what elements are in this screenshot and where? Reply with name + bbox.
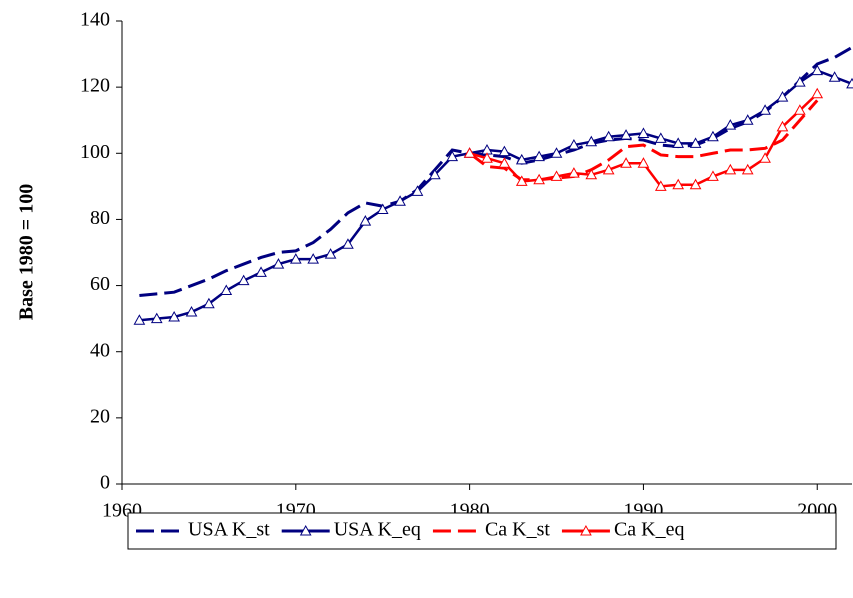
point-marker (446, 150, 459, 162)
point-marker (203, 297, 215, 309)
point-marker (811, 87, 824, 99)
point-marker (376, 203, 389, 215)
point-marker (150, 312, 163, 324)
point-marker (533, 150, 545, 162)
point-marker (724, 119, 737, 130)
point-marker (811, 64, 824, 76)
y-tick-label: 40 (90, 339, 110, 361)
point-marker (220, 284, 233, 296)
point-marker (741, 163, 754, 175)
point-marker (794, 76, 806, 87)
point-marker (568, 138, 580, 150)
point-marker (324, 248, 337, 259)
point-marker (620, 157, 632, 168)
point-marker (272, 258, 285, 269)
point-marker (776, 91, 789, 102)
point-marker (707, 170, 719, 181)
point-marker (185, 305, 198, 317)
point-marker (429, 168, 441, 180)
point-marker (463, 147, 476, 158)
y-tick-label: 60 (90, 273, 110, 295)
point-marker (515, 153, 528, 165)
point-marker (602, 130, 615, 142)
point-marker (637, 157, 650, 168)
point-marker (759, 104, 771, 115)
point-marker (411, 185, 424, 196)
point-marker (846, 77, 853, 89)
point-marker (481, 152, 493, 163)
point-marker (255, 266, 267, 277)
point-marker (776, 120, 789, 132)
y-tick-label: 120 (80, 75, 110, 97)
point-marker (689, 178, 702, 190)
point-marker (342, 238, 354, 249)
point-marker (637, 127, 650, 138)
legend-marker (299, 524, 312, 536)
point-marker (654, 132, 667, 143)
point-marker (307, 253, 320, 264)
point-marker (707, 130, 719, 142)
point-marker (289, 253, 302, 264)
legend-box (127, 512, 837, 550)
point-marker (585, 168, 598, 180)
point-marker (620, 129, 632, 140)
point-marker (602, 163, 615, 175)
y-axis-label: Base 1980 = 100 (16, 184, 38, 320)
y-tick-label: 140 (80, 9, 110, 31)
point-marker (359, 215, 372, 226)
point-marker (741, 114, 754, 125)
point-marker (794, 104, 806, 115)
point-marker (585, 135, 598, 147)
point-marker (568, 167, 580, 178)
point-marker (133, 314, 146, 325)
point-marker (672, 137, 685, 148)
y-tick-label: 80 (90, 207, 110, 229)
point-marker (828, 71, 841, 82)
legend-label: Ca K_st (485, 519, 550, 541)
legend-marker (580, 524, 592, 536)
point-marker (533, 173, 545, 185)
y-tick-label: 100 (80, 141, 110, 163)
point-marker (550, 147, 563, 158)
point-marker (394, 195, 406, 206)
point-marker (654, 180, 667, 191)
y-tick-label: 0 (100, 472, 110, 494)
point-marker (168, 310, 180, 322)
point-marker (515, 175, 528, 186)
legend-label: USA K_st (188, 519, 270, 541)
legend-label: USA K_eq (334, 519, 421, 541)
point-marker (724, 163, 737, 175)
y-tick-label: 20 (90, 405, 110, 427)
legend-label: Ca K_eq (614, 519, 685, 541)
point-marker (498, 145, 511, 157)
point-marker (672, 178, 685, 190)
point-marker (237, 274, 250, 286)
point-marker (550, 170, 563, 181)
point-marker (498, 157, 511, 168)
series-line (139, 46, 853, 297)
point-marker (689, 137, 702, 148)
point-marker (759, 152, 771, 163)
